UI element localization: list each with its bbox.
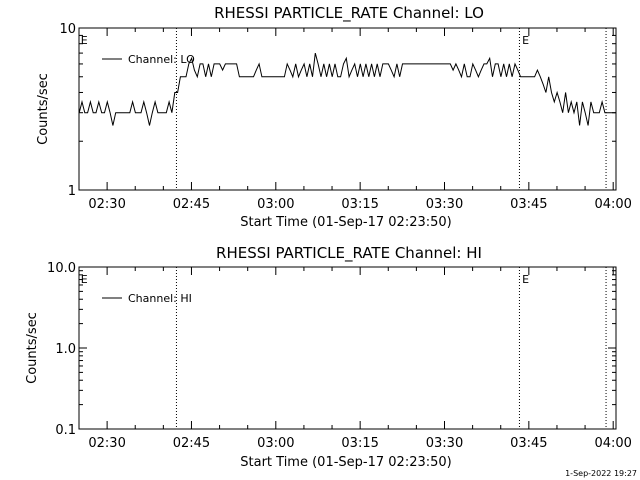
chart-title: RHESSI PARTICLE_RATE Channel: LO — [214, 4, 484, 23]
x-tick-label: 04:00 — [594, 197, 631, 212]
axis-ticks: 02:30 02:45 03:00 03:15 03:30 03:45 04:00 0.1 1.… — [47, 261, 632, 451]
axis-ticks: 02:30 02:45 03:00 03:15 03:30 03:45 04:00 1 10 — [59, 22, 631, 212]
y-axis-label: Counts/sec — [25, 312, 40, 384]
plot-frame — [78, 27, 617, 191]
y-tick-label: 10.0 — [47, 261, 76, 276]
x-tick-label: 02:30 — [88, 197, 125, 212]
x-tick-label: 03:30 — [426, 436, 463, 451]
y-tick-label: 1.0 — [55, 342, 76, 357]
chart-title: RHESSI PARTICLE_RATE Channel: HI — [216, 244, 482, 263]
y-tick-label: 10 — [59, 22, 76, 37]
x-axis-label: Start Time (01-Sep-17 02:23:50) — [240, 455, 451, 470]
event-marker: E — [522, 273, 529, 286]
x-tick-label: 03:45 — [510, 197, 547, 212]
footer-timestamp: 1-Sep-2022 19:27 — [565, 469, 637, 478]
y-tick-label: 1 — [68, 184, 76, 199]
y-axis-label: Counts/sec — [36, 73, 51, 145]
x-tick-label: 04:00 — [594, 436, 631, 451]
event-marker: E — [81, 34, 88, 47]
lo-channel-panel: RHESSI PARTICLE_RATE Channel: LO Counts/… — [36, 4, 632, 230]
x-tick-label: 03:45 — [510, 436, 547, 451]
x-tick-label: 03:15 — [341, 436, 378, 451]
x-tick-label: 03:30 — [426, 197, 463, 212]
event-marker: E — [522, 34, 529, 47]
hi-channel-panel: RHESSI PARTICLE_RATE Channel: HI Counts/… — [25, 244, 632, 470]
legend-label: Channel: HI — [128, 292, 192, 305]
x-tick-label: 02:30 — [88, 436, 125, 451]
series-line — [78, 52, 617, 126]
x-tick-label: 02:45 — [173, 436, 210, 451]
x-tick-label: 03:15 — [341, 197, 378, 212]
x-tick-label: 02:45 — [173, 197, 210, 212]
x-tick-label: 03:00 — [257, 436, 294, 451]
y-tick-label: 0.1 — [55, 423, 76, 438]
legend-label: Channel: LO — [128, 53, 195, 66]
x-axis-label: Start Time (01-Sep-17 02:23:50) — [240, 215, 451, 230]
data-series — [78, 52, 617, 126]
x-tick-label: 03:00 — [257, 197, 294, 212]
event-marker: E — [81, 273, 88, 286]
